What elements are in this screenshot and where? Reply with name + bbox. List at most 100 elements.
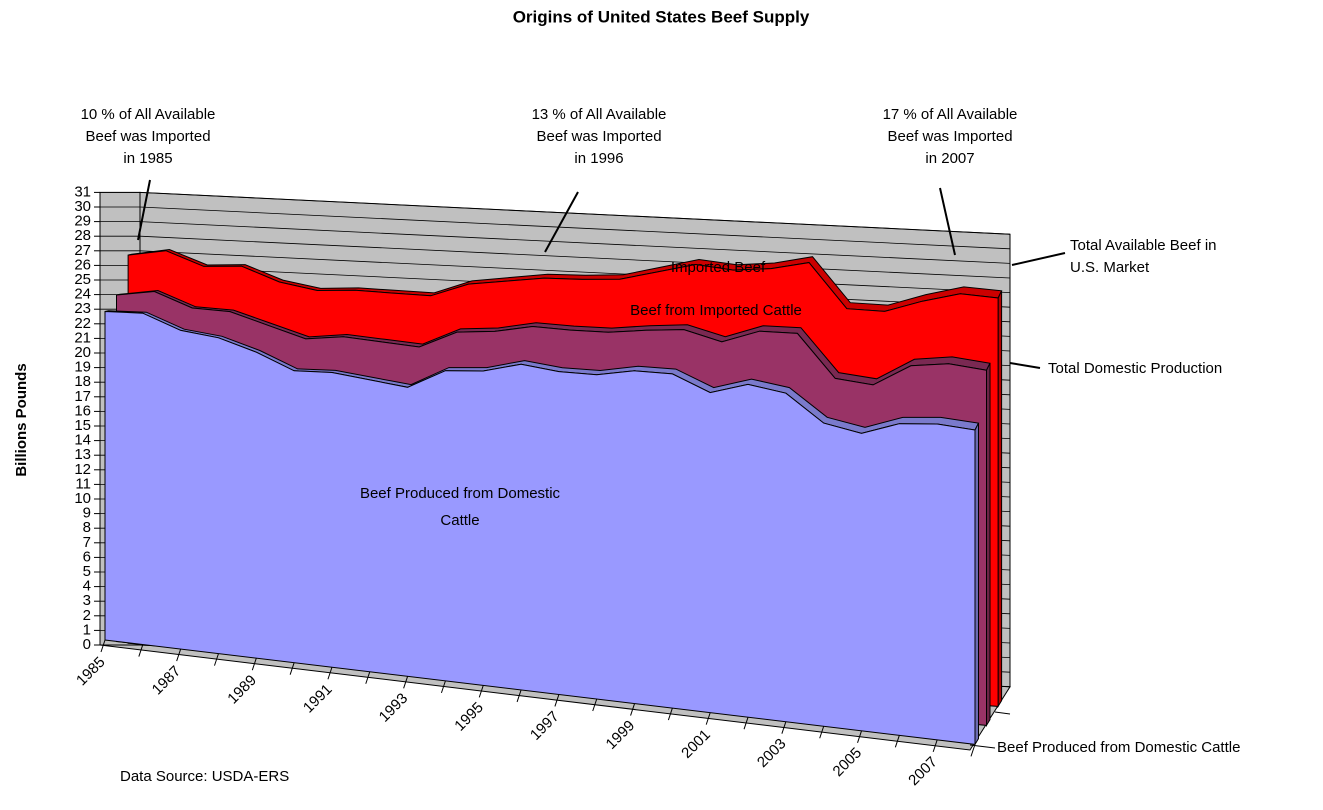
annotation: in 2007 [925, 150, 974, 167]
area-side [974, 422, 979, 747]
annotation: 13 % of All Available [532, 106, 667, 123]
annotation-arrow [137, 179, 151, 241]
grid-line [100, 206, 1011, 250]
grid-line [100, 221, 1011, 264]
y-tick-label: 7 [83, 534, 91, 551]
annotation: in 1985 [123, 150, 172, 167]
grid-line [100, 191, 1011, 235]
series-label: Beef Produced from Domestic [360, 485, 561, 502]
x-tick-label: 1999 [603, 717, 639, 753]
annotation: U.S. Market [1070, 259, 1150, 276]
x-tick-label: 2003 [754, 735, 790, 771]
annotation: Beef was Imported [85, 128, 210, 145]
y-tick-label: 6 [83, 548, 91, 565]
x-tick [100, 639, 106, 653]
y-tick-label: 24 [74, 286, 91, 303]
series-label: Cattle [440, 512, 479, 529]
source-note: Data Source: USDA-ERS [120, 768, 289, 785]
x-tick [592, 698, 598, 712]
x-tick [365, 671, 371, 684]
x-tick [289, 662, 295, 675]
x-tick [667, 707, 673, 721]
y-tick-label: 1 [83, 621, 91, 638]
x-tick [403, 676, 409, 689]
x-tick [251, 657, 257, 671]
y-tick-label: 17 [74, 388, 91, 405]
depth-axis-line [994, 711, 1011, 715]
x-tick-label: 2005 [830, 744, 866, 780]
x-tick [516, 689, 522, 703]
y-tick-label: 4 [83, 578, 91, 595]
y-tick-label: 31 [74, 183, 91, 200]
annotation-arrow [939, 187, 956, 256]
y-tick-label: 14 [74, 432, 91, 449]
annotation: Beef was Imported [887, 128, 1012, 145]
x-tick [970, 744, 976, 757]
x-tick [781, 721, 787, 734]
y-tick-label: 18 [74, 373, 91, 390]
annotation-arrow [1011, 252, 1066, 266]
depth-axis-line [969, 744, 996, 749]
annotations: Beef Produced from Domestic Cattle 10 % o… [81, 106, 1241, 756]
y-tick-label: 22 [74, 315, 91, 332]
x-tick [857, 730, 862, 743]
x-tick-label: 2007 [905, 753, 941, 789]
x-tick [176, 648, 182, 662]
area-side [986, 362, 991, 728]
y-tick-label: 29 [74, 213, 91, 230]
x-tick-label: 1993 [376, 690, 412, 726]
y-tick-label: 12 [74, 461, 91, 478]
x-tick [705, 712, 711, 725]
y-tick-label: 2 [83, 607, 91, 624]
x-tick-label: 1985 [73, 654, 109, 690]
y-tick-label: 23 [74, 300, 91, 317]
y-tick-label: 10 [74, 490, 91, 507]
y-tick-label: 15 [74, 417, 91, 434]
annotation-arrow [1009, 362, 1041, 369]
annotation: 10 % of All Available [81, 106, 216, 123]
annotation: Total Available Beef in [1070, 237, 1217, 254]
y-tick-label: 25 [74, 271, 91, 288]
x-tick [554, 694, 560, 707]
x-tick [894, 735, 900, 748]
x-tick-label: 1987 [149, 663, 185, 699]
x-tick [743, 717, 749, 730]
x-tick [440, 680, 446, 694]
y-tick-label: 16 [74, 402, 91, 419]
y-tick-label: 19 [74, 359, 91, 376]
x-tick [932, 739, 938, 753]
x-tick [478, 685, 484, 698]
y-tick-label: 11 [75, 475, 91, 492]
series-label: Imported Beef [671, 259, 766, 276]
x-tick-label: 1995 [451, 699, 487, 735]
annotation: Total Domestic Production [1048, 360, 1222, 377]
y-tick-label: 30 [74, 198, 91, 215]
y-tick-label: 28 [74, 227, 91, 244]
y-tick-label: 3 [83, 592, 91, 609]
y-tick-label: 9 [83, 505, 91, 522]
area [104, 310, 976, 745]
area-side [997, 290, 1003, 709]
chart-title: Origins of United States Beef Supply [513, 7, 810, 26]
y-tick-label: 13 [74, 446, 91, 463]
y-tick-label: 8 [83, 519, 91, 536]
annotation: Beef was Imported [536, 128, 661, 145]
y-tick-label: 20 [74, 344, 91, 361]
x-tick [138, 644, 144, 657]
annotation: in 1996 [574, 150, 623, 167]
x-tick-label: 1991 [300, 681, 336, 717]
x-tick-label: 1989 [224, 672, 260, 708]
x-tick [214, 653, 219, 666]
annotation: 17 % of All Available [883, 106, 1018, 123]
x-tick [630, 703, 636, 716]
y-axis-title: Billions Pounds [13, 363, 30, 476]
series-label: Beef from Imported Cattle [630, 302, 802, 319]
y-tick-label: 26 [74, 256, 91, 273]
x-tick-label: 1997 [527, 708, 563, 744]
x-tick [819, 726, 825, 739]
annotation-arrow [544, 191, 579, 253]
plot-area: 0123456789101112131415161718192021222324… [73, 183, 1011, 789]
depth-axis-label: Beef Produced from Domestic Cattle [997, 739, 1240, 756]
x-tick-label: 2001 [678, 726, 714, 762]
